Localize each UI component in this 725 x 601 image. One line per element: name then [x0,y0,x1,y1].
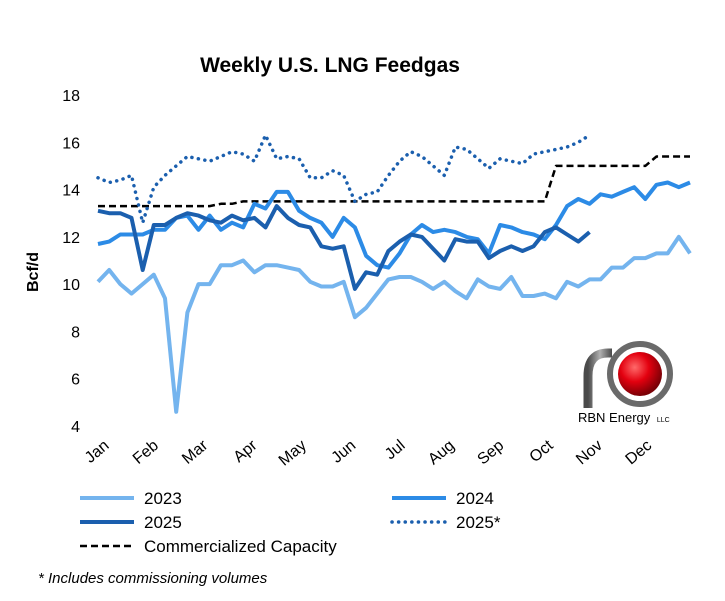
legend-label: 2025* [456,513,501,532]
y-tick-label: 8 [71,324,80,341]
y-tick-label: 10 [62,277,80,294]
y-tick-label: 6 [71,372,80,389]
legend-label: Commercialized Capacity [144,537,337,556]
x-tick-label: Feb [130,437,162,468]
y-tick-label: 12 [62,230,80,247]
legend-label: 2025 [144,513,182,532]
x-tick-label: Nov [573,437,606,468]
x-tick-label: Oct [527,437,557,466]
logo-ring [607,341,673,407]
y-axis: 4 6 8 10 12 14 16 18 [62,88,80,436]
rbn-logo: RBN Energy LLC [578,320,673,425]
legend-label: 2024 [456,489,494,508]
logo-red-ball [618,352,662,396]
series-line-2024 [97,180,691,270]
logo-pipe-left [583,348,612,408]
series-line-2023 [96,234,692,414]
logo-text: RBN Energy [578,410,651,425]
legend-label: 2023 [144,489,182,508]
legend: 2023 2024 2025 2025* Commercialized Capacity [80,489,501,556]
x-tick-label: Sep [475,437,508,468]
x-tick-label: May [276,437,310,469]
x-tick-label: Mar [179,437,212,468]
footnote: * Includes commissioning volumes [38,570,268,587]
y-axis-label: Bcf/d [25,252,42,292]
x-tick-label: Aug [425,437,458,468]
series-line-2025 [97,204,591,291]
y-tick-label: 4 [71,419,80,436]
x-axis: Jan Feb Mar Apr May Jun Jul Aug Sep Oct Nov Dec [82,437,655,470]
series-layer [96,133,692,414]
y-tick-label: 16 [62,135,80,152]
y-tick-label: 14 [62,183,80,200]
x-tick-label: Dec [623,437,656,468]
x-tick-label: Jan [82,437,113,467]
logo-suffix: LLC [657,417,670,424]
x-tick-label: Apr [231,437,262,466]
series-line-commercialized-capacity [98,155,690,208]
y-tick-label: 18 [62,88,80,105]
chart-title: Weekly U.S. LNG Feedgas [200,54,460,77]
x-tick-label: Jul [382,437,409,463]
x-tick-label: Jun [329,437,360,467]
series-line-2025 [96,133,592,225]
svg-text:RBN Energy LLC: RBN Energy LLC [578,410,670,425]
